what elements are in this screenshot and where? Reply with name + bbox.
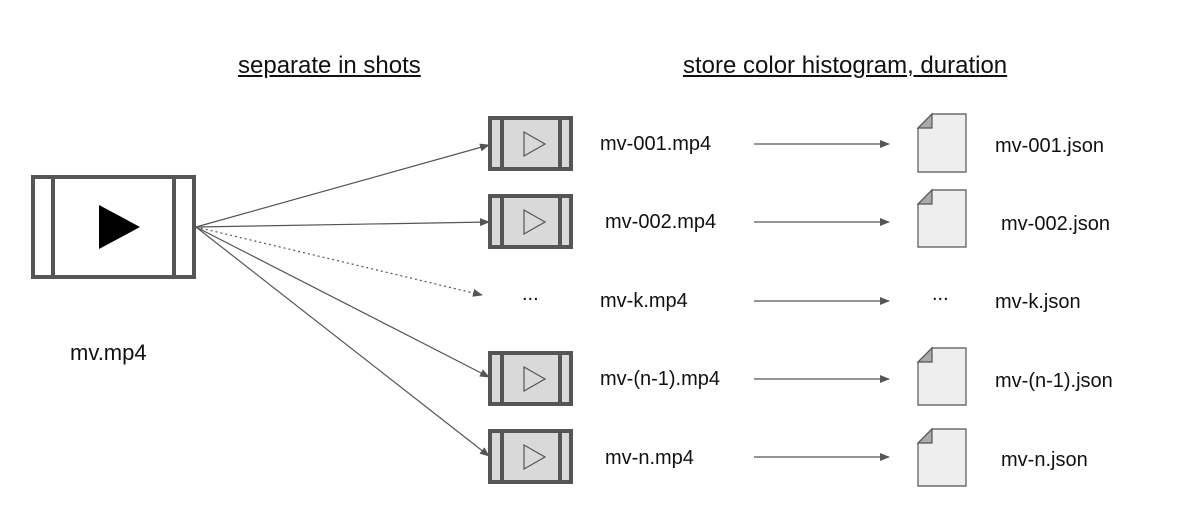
arrow-to-shot-n: [195, 226, 490, 457]
shot-video-icon: [488, 429, 573, 484]
source-video-icon: [31, 175, 196, 279]
arrow-to-shot-n-1: [195, 226, 490, 378]
json-file-label: mv-001.json: [995, 135, 1104, 157]
json-file-icon: [916, 188, 967, 248]
json-ellipsis: ...: [932, 283, 949, 305]
json-file-icon: [916, 346, 967, 406]
source-label: mv.mp4: [70, 340, 147, 365]
json-file-label: mv-(n-1).json: [995, 370, 1113, 392]
json-file-label: mv-002.json: [1001, 213, 1110, 235]
shot-video-label: mv-002.mp4: [605, 211, 717, 233]
split-arrows: [195, 143, 490, 457]
arrow-to-shot-1: [195, 143, 490, 228]
json-file-label: mv-k.json: [995, 291, 1081, 313]
store-arrows: [754, 140, 890, 461]
shot-video-label: mv-k.mp4: [600, 290, 688, 312]
shot-video-label: mv-(n-1).mp4: [600, 368, 721, 390]
arrow-to-shot-2: [195, 218, 490, 228]
shot-video-icon: [488, 351, 573, 406]
json-file-icon: [916, 427, 967, 487]
split-header: separate in shots: [238, 52, 421, 79]
json-file-icon: [916, 112, 967, 173]
shot-video-icon: [488, 194, 573, 249]
store-header: store color histogram, duration: [683, 52, 1008, 79]
json-file-label: mv-n.json: [1001, 449, 1088, 471]
arrow-to-shot-k: [195, 226, 483, 297]
shot-video-icon: [488, 116, 573, 171]
shot-video-label: mv-n.mp4: [605, 447, 694, 469]
shot-video-label: mv-001.mp4: [600, 133, 712, 155]
shot-ellipsis: ...: [522, 283, 539, 305]
